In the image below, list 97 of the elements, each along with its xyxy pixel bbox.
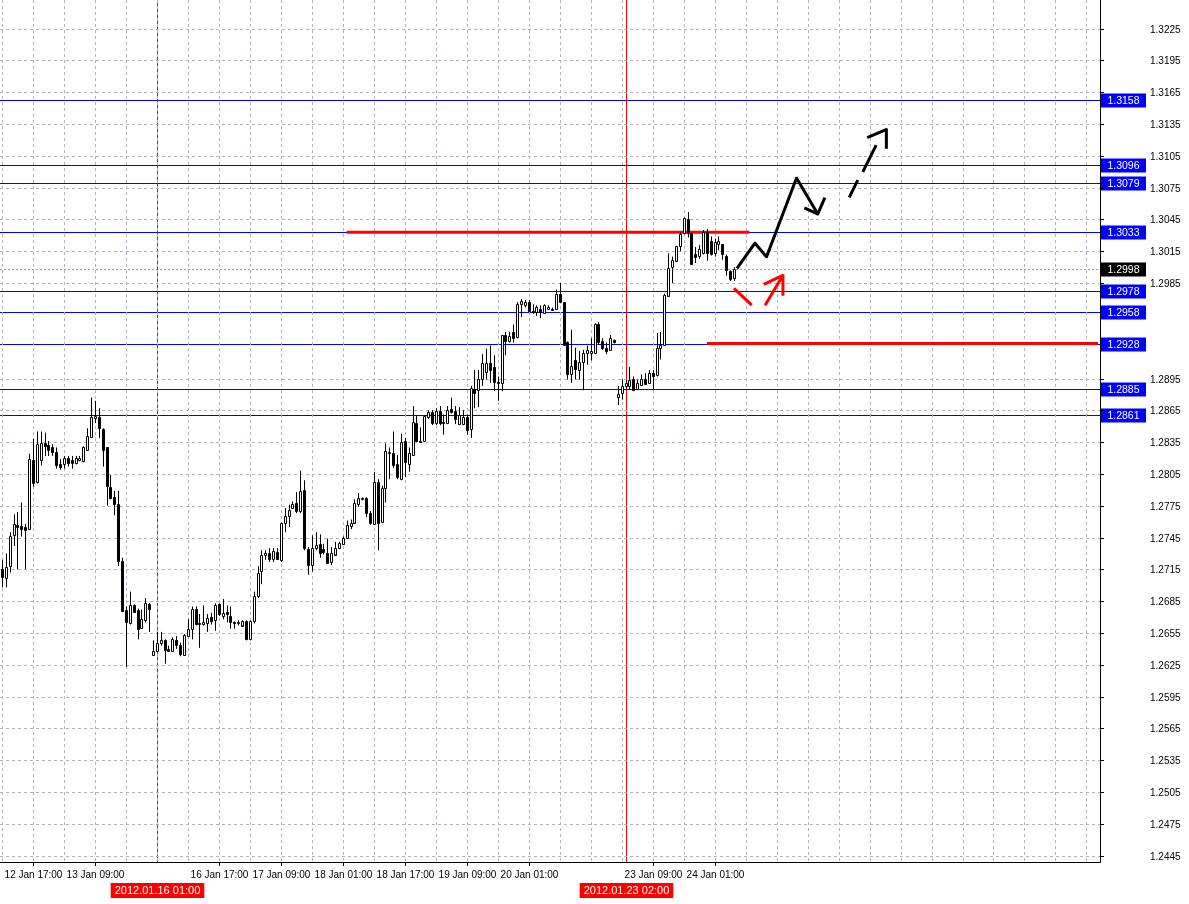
y-tick-label: 1.3225 (1150, 24, 1182, 35)
candlestick (237, 619, 240, 627)
ref-line-label: 1.3033 (1107, 226, 1140, 239)
x-tick-label: 20 Jan 01:00 (500, 868, 559, 880)
candlestick (288, 504, 291, 528)
x-tick-label: 16 Jan 17:00 (190, 868, 249, 880)
y-tick-label: 1.2565 (1150, 723, 1182, 734)
candlestick (75, 455, 78, 465)
candlestick (570, 329, 573, 384)
candlestick (706, 228, 709, 262)
candlestick (528, 299, 531, 313)
candlestick (532, 303, 535, 315)
x-tick-label: 23 Jan 09:00 (624, 868, 683, 880)
candlestick (628, 366, 631, 390)
ref-line-label: 1.2998 (1107, 263, 1140, 276)
candlestick (431, 409, 434, 426)
ref-line-label: 1.2885 (1107, 383, 1140, 396)
y-tick-label: 1.2445 (1150, 851, 1182, 862)
y-tick-label: 1.2535 (1150, 755, 1182, 766)
ref-line-label: 1.2978 (1107, 285, 1140, 298)
y-tick-label: 1.3135 (1150, 119, 1182, 130)
candlestick (714, 238, 717, 258)
candlestick (547, 304, 550, 311)
x-tick-label: 13 Jan 09:00 (66, 868, 125, 880)
candlestick (516, 301, 519, 339)
y-tick-label: 1.2745 (1150, 533, 1182, 544)
y-tick-label: 1.3105 (1150, 151, 1182, 162)
candlestick (543, 303, 546, 315)
y-tick-label: 1.2985 (1150, 278, 1182, 289)
x-tick-label: 18 Jan 01:00 (314, 868, 373, 880)
ref-line-label: 1.3096 (1107, 159, 1140, 172)
y-tick-label: 1.2595 (1150, 692, 1182, 703)
candlestick (222, 598, 225, 620)
y-tick-label: 1.3165 (1150, 87, 1182, 98)
y-tick-label: 1.2865 (1150, 405, 1182, 416)
x-tick-label: 19 Jan 09:00 (438, 868, 497, 880)
candlestick (156, 631, 159, 653)
x-tick-label: 12 Jan 17:00 (4, 868, 63, 880)
candlestick (67, 455, 70, 468)
candlestick (640, 373, 643, 387)
candlestick (733, 266, 736, 282)
candlestick (311, 534, 314, 572)
candlestick (319, 533, 322, 559)
candlestick (617, 385, 620, 406)
ref-line-label: 1.2958 (1107, 306, 1140, 319)
y-tick-label: 1.2505 (1150, 787, 1182, 798)
candlestick (435, 407, 438, 426)
candlestick (683, 216, 686, 235)
y-tick-label: 1.3195 (1150, 55, 1182, 66)
candlestick (535, 304, 538, 317)
candlestick (171, 636, 174, 653)
y-tick-label: 1.2895 (1150, 374, 1182, 385)
candlestick (582, 349, 585, 391)
candlestick (326, 538, 329, 565)
x-tick-label: 17 Jan 09:00 (252, 868, 311, 880)
x-tick-label: 18 Jan 17:00 (376, 868, 435, 880)
ref-line-label: 1.2928 (1107, 338, 1140, 351)
y-tick-label: 1.2775 (1150, 501, 1182, 512)
y-tick-label: 1.3075 (1150, 183, 1182, 194)
y-tick-label: 1.2805 (1150, 469, 1182, 480)
candlestick (71, 455, 74, 470)
candlestick (539, 304, 542, 319)
candlestick (137, 608, 140, 640)
ref-line-label: 1.3079 (1107, 177, 1140, 190)
candlestick (63, 455, 66, 470)
candlestick (268, 547, 271, 563)
candlestick (609, 334, 612, 352)
ref-line-label: 1.3158 (1107, 94, 1140, 107)
y-tick-label: 1.2685 (1150, 596, 1182, 607)
x-tick-label: 24 Jan 01:00 (686, 868, 745, 880)
candlestick (621, 379, 624, 401)
candlestick (458, 406, 461, 426)
candlestick (725, 253, 728, 277)
candlestick (148, 602, 151, 633)
candlestick (404, 437, 407, 478)
y-tick-label: 1.2655 (1150, 628, 1182, 639)
x-tick-label: 2012.01.23 02:00 (583, 884, 670, 897)
ref-line-label: 1.2861 (1107, 409, 1140, 422)
candlestick (229, 605, 232, 630)
y-tick-label: 1.2835 (1150, 437, 1182, 448)
candlestick (55, 446, 58, 470)
y-tick-label: 1.2625 (1150, 660, 1182, 671)
x-tick-label: 2012.01.16 01:00 (114, 884, 201, 897)
candlestick (5, 552, 8, 588)
candlestick (272, 547, 275, 563)
y-tick-label: 1.2715 (1150, 564, 1182, 575)
candlestick (400, 433, 403, 481)
y-tick-label: 1.2475 (1150, 819, 1182, 830)
candlestick (729, 269, 732, 282)
candlestick (191, 605, 194, 640)
candlestick (9, 531, 12, 574)
y-tick-label: 1.3015 (1150, 246, 1182, 257)
candlestick (36, 431, 39, 484)
y-tick-label: 1.3045 (1150, 214, 1182, 225)
candlestick (245, 619, 248, 641)
candlestick (214, 602, 217, 632)
candlestick (644, 372, 647, 386)
